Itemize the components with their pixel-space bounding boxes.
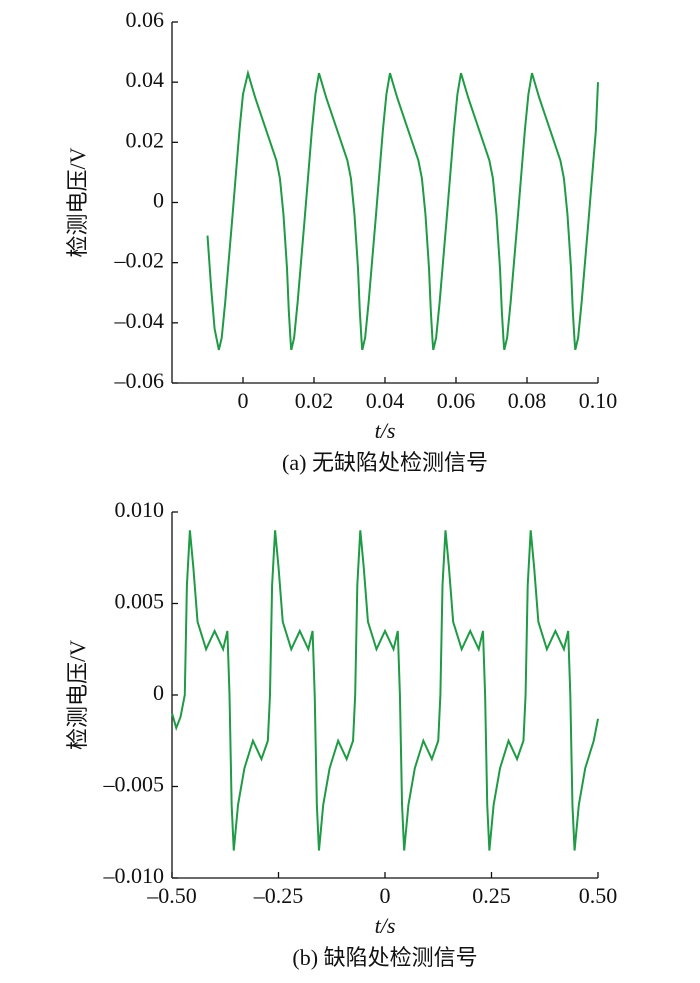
signal-line xyxy=(206,69,599,351)
y-tick-label: 0.010 xyxy=(115,497,165,522)
x-tick-label: 0.04 xyxy=(366,388,405,413)
y-tick-label: 0.005 xyxy=(115,589,165,614)
y-tick-label: 0.02 xyxy=(126,127,165,152)
y-tick-label: –0.02 xyxy=(114,248,165,273)
x-axis-label: t/s xyxy=(375,418,396,443)
y-tick-label: 0.06 xyxy=(126,7,165,32)
x-tick-label: –0.25 xyxy=(253,883,304,908)
x-tick-label: 0.25 xyxy=(472,883,511,908)
y-tick-label: 0 xyxy=(153,680,164,705)
y-tick-label: 0.04 xyxy=(126,67,165,92)
x-tick-label: 0 xyxy=(238,388,249,413)
y-axis-label: 检测电压/V xyxy=(65,640,90,750)
x-tick-label: –0.50 xyxy=(146,883,197,908)
y-tick-label: 0 xyxy=(153,188,164,213)
y-tick-label: –0.04 xyxy=(114,308,165,333)
x-tick-label: 0.08 xyxy=(508,388,547,413)
x-tick-label: 0.02 xyxy=(295,388,334,413)
x-tick-label: 0 xyxy=(380,883,391,908)
signal-line xyxy=(171,530,599,851)
x-tick-label: 0.50 xyxy=(579,883,618,908)
y-axis-label: 检测电压/V xyxy=(65,147,90,257)
x-axis-label: t/s xyxy=(375,913,396,938)
x-tick-label: 0.10 xyxy=(579,388,618,413)
y-tick-label: –0.010 xyxy=(103,863,165,888)
y-tick-label: –0.06 xyxy=(114,368,165,393)
x-tick-label: 0.06 xyxy=(437,388,476,413)
caption: (b) 缺陷处检测信号 xyxy=(292,945,477,970)
caption: (a) 无缺陷处检测信号 xyxy=(282,450,488,475)
y-tick-label: –0.005 xyxy=(103,772,165,797)
